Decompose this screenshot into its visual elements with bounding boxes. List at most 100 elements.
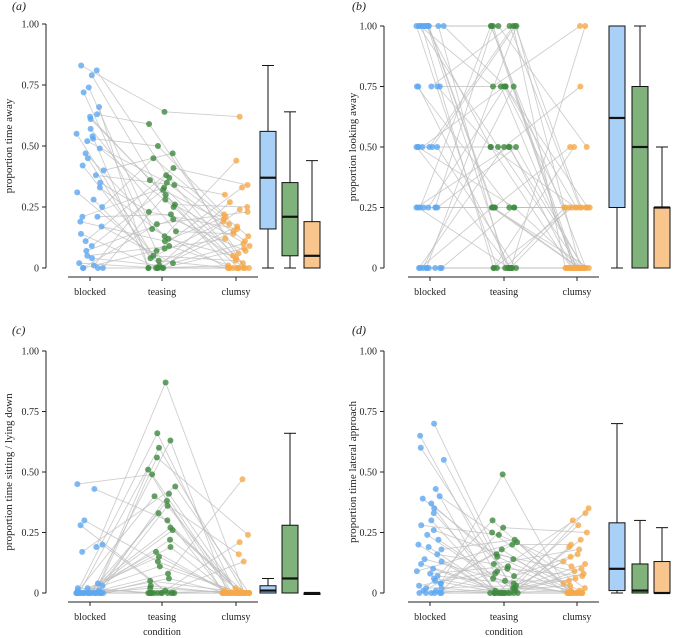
box-blocked [259,64,277,269]
data-point [565,577,572,584]
data-point [77,218,84,225]
data-point [418,522,425,529]
data-point [220,218,227,225]
data-point [511,204,518,211]
data-point [498,590,505,596]
data-point [510,23,517,29]
data-point [92,172,99,179]
data-point [242,247,249,254]
data-point [99,204,106,210]
data-point [413,568,420,575]
data-point [560,558,567,565]
data-point [96,184,103,191]
data-point [510,83,517,90]
data-point [435,23,442,29]
data-point [166,243,173,250]
data-point [436,493,443,500]
data-point [490,83,497,90]
series-blocked [73,62,107,271]
data-point [575,522,582,529]
y-axis-label: proportion time away [3,98,15,193]
data-point [149,225,156,232]
data-point [561,204,568,211]
data-point [487,23,494,29]
data-point [413,204,420,211]
data-point [160,186,167,193]
data-point [506,204,513,211]
data-point [167,536,174,543]
x-tick-label: teasing [490,612,518,623]
data-point [172,483,179,490]
x-tick-label: teasing [490,287,518,298]
data-point [244,182,251,189]
box-iqr [303,221,321,269]
y-tick-label: 1.00 [22,347,40,358]
data-point [79,213,86,220]
data-point [571,568,578,575]
data-point [438,558,445,565]
data-point [240,240,247,247]
y-tick-label: 0.50 [360,143,378,154]
data-point [161,108,168,115]
data-point [77,230,84,237]
data-point [154,430,161,437]
data-point [153,454,160,461]
data-point [165,570,172,577]
box-iqr [281,524,299,594]
data-point [85,84,92,91]
data-point [499,471,506,478]
box-iqr [259,585,277,594]
data-point [429,144,436,150]
data-point [81,517,88,524]
box-teasing [631,519,649,594]
data-point [560,580,567,587]
data-point [509,541,516,548]
box-iqr [281,182,299,257]
data-point [582,560,589,567]
data-point [244,204,251,210]
data-point [580,265,587,271]
y-tick-label: 0.25 [360,203,378,214]
data-point [567,553,574,560]
data-point [221,191,228,198]
data-point [169,527,176,534]
data-point [79,548,86,555]
data-point [437,590,444,596]
y-tick-label: 0 [372,589,377,600]
data-point [500,524,507,531]
data-point [87,116,94,123]
data-point [489,529,496,536]
data-point [562,265,569,271]
data-point [145,466,152,473]
data-point [415,541,422,548]
data-point [90,135,97,142]
data-point [99,541,106,548]
data-point [147,585,154,592]
box-iqr [631,563,649,594]
data-point [94,580,101,587]
data-point [583,529,590,536]
y-tick-label: 1.00 [360,347,378,358]
data-point [435,536,442,543]
data-point [146,121,153,128]
data-point [418,560,425,567]
data-point [417,444,424,451]
data-point [88,255,95,262]
box-teasing [631,25,649,269]
box-teasing [281,432,299,594]
data-point [162,191,169,198]
y-tick-label: 0.50 [22,468,40,479]
x-tick-label: blocked [74,612,106,623]
data-point [232,257,239,264]
y-tick-label: 0 [34,589,39,600]
data-point [576,546,583,553]
data-point [579,573,586,580]
panel-label: (d) [352,323,366,337]
data-point [428,500,435,507]
data-point [434,144,441,150]
data-point [569,517,576,524]
y-axis-label: proportion looking away [347,92,359,201]
data-point [239,260,246,267]
data-point [585,265,592,271]
